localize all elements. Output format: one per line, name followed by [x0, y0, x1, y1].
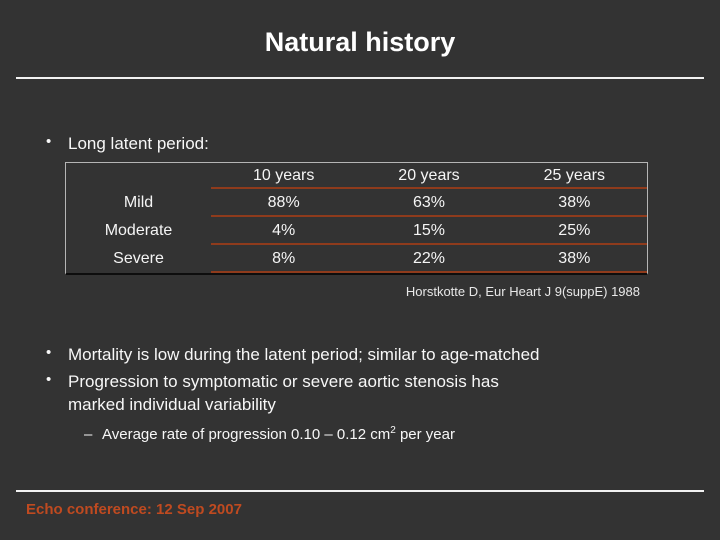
table-cell: 4% — [272, 222, 296, 239]
table-cell: 22% — [412, 250, 445, 267]
bullet-progression: • Progression to symptomatic or severe a… — [46, 370, 499, 416]
bullet-dot-icon: • — [46, 371, 52, 388]
table-rule-mild — [211, 215, 647, 217]
sub-bullet-average-text: Average rate of progression 0.10 – 0.12 … — [102, 425, 455, 445]
sub-bullet-average-rate: – Average rate of progression 0.10 – 0.1… — [84, 425, 455, 445]
table-cell: 8% — [272, 250, 296, 267]
table-cell: 15% — [412, 222, 445, 239]
slide-title: Natural history — [264, 27, 456, 57]
citation-reference: Horstkotte D, Eur Heart J 9(suppE) 1988 — [405, 284, 640, 299]
bullet-mortality-text: Mortality is low during the latent perio… — [68, 345, 540, 364]
average-rate-pre: Average rate of progression 0.10 – 0.12 … — [102, 426, 391, 443]
table-rule-header — [211, 187, 647, 189]
row-label: Moderate — [104, 222, 173, 239]
footer-conference-label: Echo conference: 12 Sep 2007 — [26, 501, 242, 518]
bullet-mortality: • Mortality is low during the latent per… — [46, 343, 540, 366]
bullet-progression-text: Progression to symptomatic or severe aor… — [68, 370, 499, 416]
bullet-long-latent-text: Long latent period: — [68, 134, 209, 153]
table-cell: 38% — [558, 250, 591, 267]
table-cell: 25% — [558, 222, 591, 239]
table-row-moderate: Moderate 4% 15% 25% — [66, 217, 647, 245]
table-cell: 38% — [558, 194, 591, 211]
bullet-dot-icon: • — [46, 133, 52, 150]
table-header-25-years: 25 years — [543, 167, 605, 184]
average-rate-post: per year — [395, 426, 455, 443]
footer-divider-line — [16, 490, 704, 492]
table-cell: 63% — [412, 194, 445, 211]
table-rule-severe — [211, 271, 647, 273]
progression-line-2: marked individual variability — [68, 395, 276, 414]
bullet-dot-icon: • — [46, 344, 52, 361]
survival-table: 10 years 20 years 25 years Mild 88% 63% … — [65, 162, 648, 275]
table-cell: 88% — [267, 194, 300, 211]
row-label: Severe — [113, 250, 164, 267]
table-rule-moderate — [211, 243, 647, 245]
average-rate-superscript: 2 — [390, 425, 396, 436]
row-label: Mild — [123, 194, 154, 211]
dash-icon: – — [84, 426, 93, 443]
title-divider-line — [16, 77, 704, 79]
table-row-severe: Severe 8% 22% 38% — [66, 245, 647, 273]
table-header-10-years: 10 years — [252, 167, 315, 184]
table-header-20-years: 20 years — [398, 167, 460, 184]
progression-line-1: Progression to symptomatic or severe aor… — [68, 372, 499, 391]
table-row-mild: Mild 88% 63% 38% — [66, 189, 647, 217]
bullet-long-latent-period: • Long latent period: — [46, 132, 209, 155]
table-header-row: 10 years 20 years 25 years — [66, 163, 647, 189]
